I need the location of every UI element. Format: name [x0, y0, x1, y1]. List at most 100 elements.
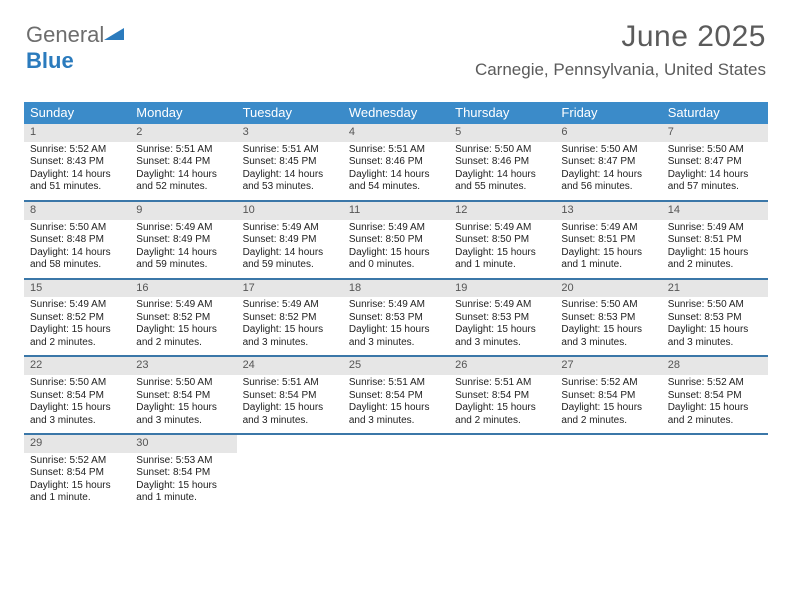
cell-dl1: Daylight: 14 hours — [662, 169, 768, 182]
header: June 2025 Carnegie, Pennsylvania, United… — [475, 20, 766, 80]
logo-text-blue: Blue — [26, 48, 74, 73]
cell-sunset: Sunset: 8:54 PM — [130, 467, 236, 480]
cell-sunrise: Sunrise: 5:52 AM — [555, 377, 661, 390]
cell-dl1: Daylight: 14 hours — [449, 169, 555, 182]
calendar-cell: 27Sunrise: 5:52 AMSunset: 8:54 PMDayligh… — [555, 357, 661, 433]
cell-sunset: Sunset: 8:54 PM — [237, 390, 343, 403]
cell-dl1: Daylight: 15 hours — [662, 402, 768, 415]
cell-sunset: Sunset: 8:50 PM — [449, 234, 555, 247]
day-number: 8 — [24, 202, 130, 220]
day-number: 4 — [343, 124, 449, 142]
cell-dl2: and 3 minutes. — [555, 337, 661, 350]
day-number: 15 — [24, 280, 130, 298]
cell-dl2: and 58 minutes. — [24, 259, 130, 272]
calendar-cell: 10Sunrise: 5:49 AMSunset: 8:49 PMDayligh… — [237, 202, 343, 278]
cell-sunset: Sunset: 8:47 PM — [662, 156, 768, 169]
cell-sunset: Sunset: 8:53 PM — [555, 312, 661, 325]
day-number: 2 — [130, 124, 236, 142]
calendar-cell: 19Sunrise: 5:49 AMSunset: 8:53 PMDayligh… — [449, 280, 555, 356]
cell-dl1: Daylight: 15 hours — [449, 247, 555, 260]
cell-dl2: and 1 minute. — [449, 259, 555, 272]
cell-dl2: and 53 minutes. — [237, 181, 343, 194]
calendar-cell: 28Sunrise: 5:52 AMSunset: 8:54 PMDayligh… — [662, 357, 768, 433]
calendar-cell: 18Sunrise: 5:49 AMSunset: 8:53 PMDayligh… — [343, 280, 449, 356]
cell-sunrise: Sunrise: 5:51 AM — [237, 377, 343, 390]
cell-sunrise: Sunrise: 5:51 AM — [130, 144, 236, 157]
calendar-cell: 2Sunrise: 5:51 AMSunset: 8:44 PMDaylight… — [130, 124, 236, 200]
cell-sunset: Sunset: 8:53 PM — [449, 312, 555, 325]
cell-sunrise: Sunrise: 5:52 AM — [24, 144, 130, 157]
cell-dl1: Daylight: 14 hours — [237, 169, 343, 182]
cell-sunrise: Sunrise: 5:50 AM — [555, 144, 661, 157]
day-number: 23 — [130, 357, 236, 375]
cell-dl2: and 3 minutes. — [237, 415, 343, 428]
cell-sunset: Sunset: 8:52 PM — [24, 312, 130, 325]
cell-dl2: and 59 minutes. — [237, 259, 343, 272]
cell-dl2: and 56 minutes. — [555, 181, 661, 194]
cell-sunrise: Sunrise: 5:50 AM — [555, 299, 661, 312]
day-header: Sunday — [24, 102, 130, 124]
cell-dl1: Daylight: 15 hours — [343, 324, 449, 337]
cell-sunrise: Sunrise: 5:49 AM — [343, 299, 449, 312]
calendar-cell: 8Sunrise: 5:50 AMSunset: 8:48 PMDaylight… — [24, 202, 130, 278]
cell-sunset: Sunset: 8:54 PM — [449, 390, 555, 403]
calendar-cell: 16Sunrise: 5:49 AMSunset: 8:52 PMDayligh… — [130, 280, 236, 356]
cell-dl2: and 0 minutes. — [343, 259, 449, 272]
calendar-cell-empty — [343, 435, 449, 511]
day-number: 26 — [449, 357, 555, 375]
cell-dl2: and 1 minute. — [24, 492, 130, 505]
day-number: 27 — [555, 357, 661, 375]
calendar-cell-empty — [237, 435, 343, 511]
day-header: Saturday — [662, 102, 768, 124]
day-number: 17 — [237, 280, 343, 298]
calendar-cell: 3Sunrise: 5:51 AMSunset: 8:45 PMDaylight… — [237, 124, 343, 200]
cell-dl1: Daylight: 15 hours — [555, 324, 661, 337]
cell-sunset: Sunset: 8:53 PM — [343, 312, 449, 325]
calendar-cell: 7Sunrise: 5:50 AMSunset: 8:47 PMDaylight… — [662, 124, 768, 200]
cell-dl1: Daylight: 14 hours — [555, 169, 661, 182]
cell-dl1: Daylight: 14 hours — [24, 169, 130, 182]
calendar-cell: 29Sunrise: 5:52 AMSunset: 8:54 PMDayligh… — [24, 435, 130, 511]
calendar-cell: 9Sunrise: 5:49 AMSunset: 8:49 PMDaylight… — [130, 202, 236, 278]
day-number: 14 — [662, 202, 768, 220]
cell-dl1: Daylight: 15 hours — [24, 402, 130, 415]
cell-sunrise: Sunrise: 5:50 AM — [662, 144, 768, 157]
cell-dl1: Daylight: 14 hours — [130, 169, 236, 182]
cell-sunrise: Sunrise: 5:51 AM — [449, 377, 555, 390]
cell-dl2: and 52 minutes. — [130, 181, 236, 194]
day-number: 29 — [24, 435, 130, 453]
calendar-cell: 25Sunrise: 5:51 AMSunset: 8:54 PMDayligh… — [343, 357, 449, 433]
page-title: June 2025 — [475, 20, 766, 54]
cell-dl1: Daylight: 15 hours — [449, 402, 555, 415]
cell-dl2: and 3 minutes. — [343, 337, 449, 350]
cell-dl1: Daylight: 15 hours — [343, 402, 449, 415]
cell-sunrise: Sunrise: 5:52 AM — [662, 377, 768, 390]
cell-sunset: Sunset: 8:52 PM — [237, 312, 343, 325]
day-header: Wednesday — [343, 102, 449, 124]
cell-dl1: Daylight: 15 hours — [662, 247, 768, 260]
cell-dl2: and 3 minutes. — [130, 415, 236, 428]
day-header: Tuesday — [237, 102, 343, 124]
day-number: 6 — [555, 124, 661, 142]
calendar-day-headers: SundayMondayTuesdayWednesdayThursdayFrid… — [24, 102, 768, 124]
day-number: 28 — [662, 357, 768, 375]
cell-dl2: and 3 minutes. — [449, 337, 555, 350]
calendar-cell: 30Sunrise: 5:53 AMSunset: 8:54 PMDayligh… — [130, 435, 236, 511]
cell-dl1: Daylight: 14 hours — [237, 247, 343, 260]
cell-dl2: and 3 minutes. — [24, 415, 130, 428]
cell-sunrise: Sunrise: 5:50 AM — [449, 144, 555, 157]
day-number: 16 — [130, 280, 236, 298]
calendar-cell: 14Sunrise: 5:49 AMSunset: 8:51 PMDayligh… — [662, 202, 768, 278]
cell-sunset: Sunset: 8:46 PM — [449, 156, 555, 169]
day-number: 9 — [130, 202, 236, 220]
calendar-cell: 11Sunrise: 5:49 AMSunset: 8:50 PMDayligh… — [343, 202, 449, 278]
cell-dl1: Daylight: 15 hours — [24, 480, 130, 493]
day-number: 5 — [449, 124, 555, 142]
cell-dl1: Daylight: 15 hours — [130, 480, 236, 493]
location-text: Carnegie, Pennsylvania, United States — [475, 60, 766, 80]
day-number: 21 — [662, 280, 768, 298]
cell-dl2: and 3 minutes. — [237, 337, 343, 350]
cell-sunrise: Sunrise: 5:51 AM — [237, 144, 343, 157]
cell-sunset: Sunset: 8:54 PM — [130, 390, 236, 403]
calendar-cell: 6Sunrise: 5:50 AMSunset: 8:47 PMDaylight… — [555, 124, 661, 200]
